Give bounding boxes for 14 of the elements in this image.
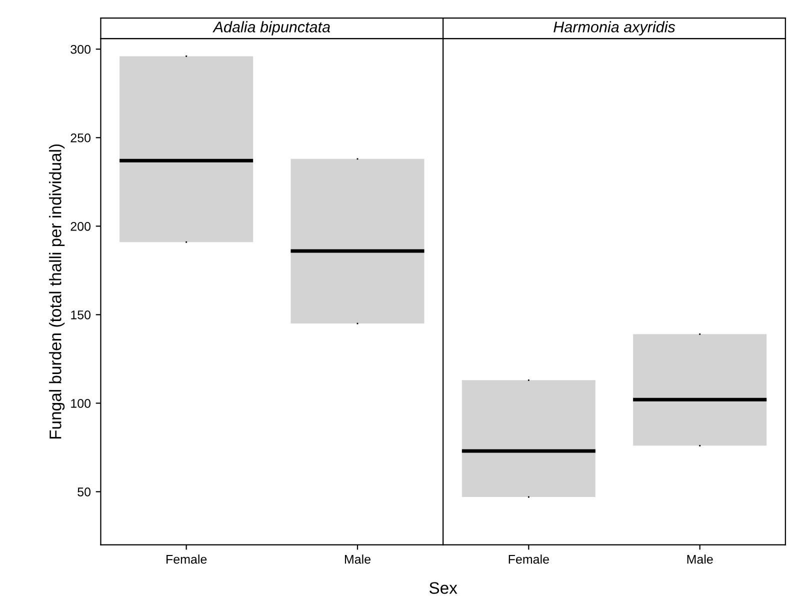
x-tick-label: Male [687, 554, 713, 564]
y-tick-label: 250 [70, 133, 91, 142]
x-axis-title: Sex [429, 582, 458, 594]
x-tick-label: Male [344, 554, 370, 564]
chart-title: Adalia bipunctata [212, 21, 330, 36]
y-axis-title: Fungal burden (total thalli per individual) [49, 144, 65, 439]
y-tick-label: 50 [78, 488, 91, 496]
x-tick-label: Female [166, 554, 207, 564]
x-tick-label: Female [508, 554, 549, 564]
y-tick-label: 100 [71, 398, 91, 408]
y-tick-label: 150 [71, 310, 91, 320]
chart-title: Harmonia axyridis [554, 21, 676, 36]
y-tick-label: 200 [70, 222, 91, 231]
y-tick-label: 300 [70, 44, 91, 54]
